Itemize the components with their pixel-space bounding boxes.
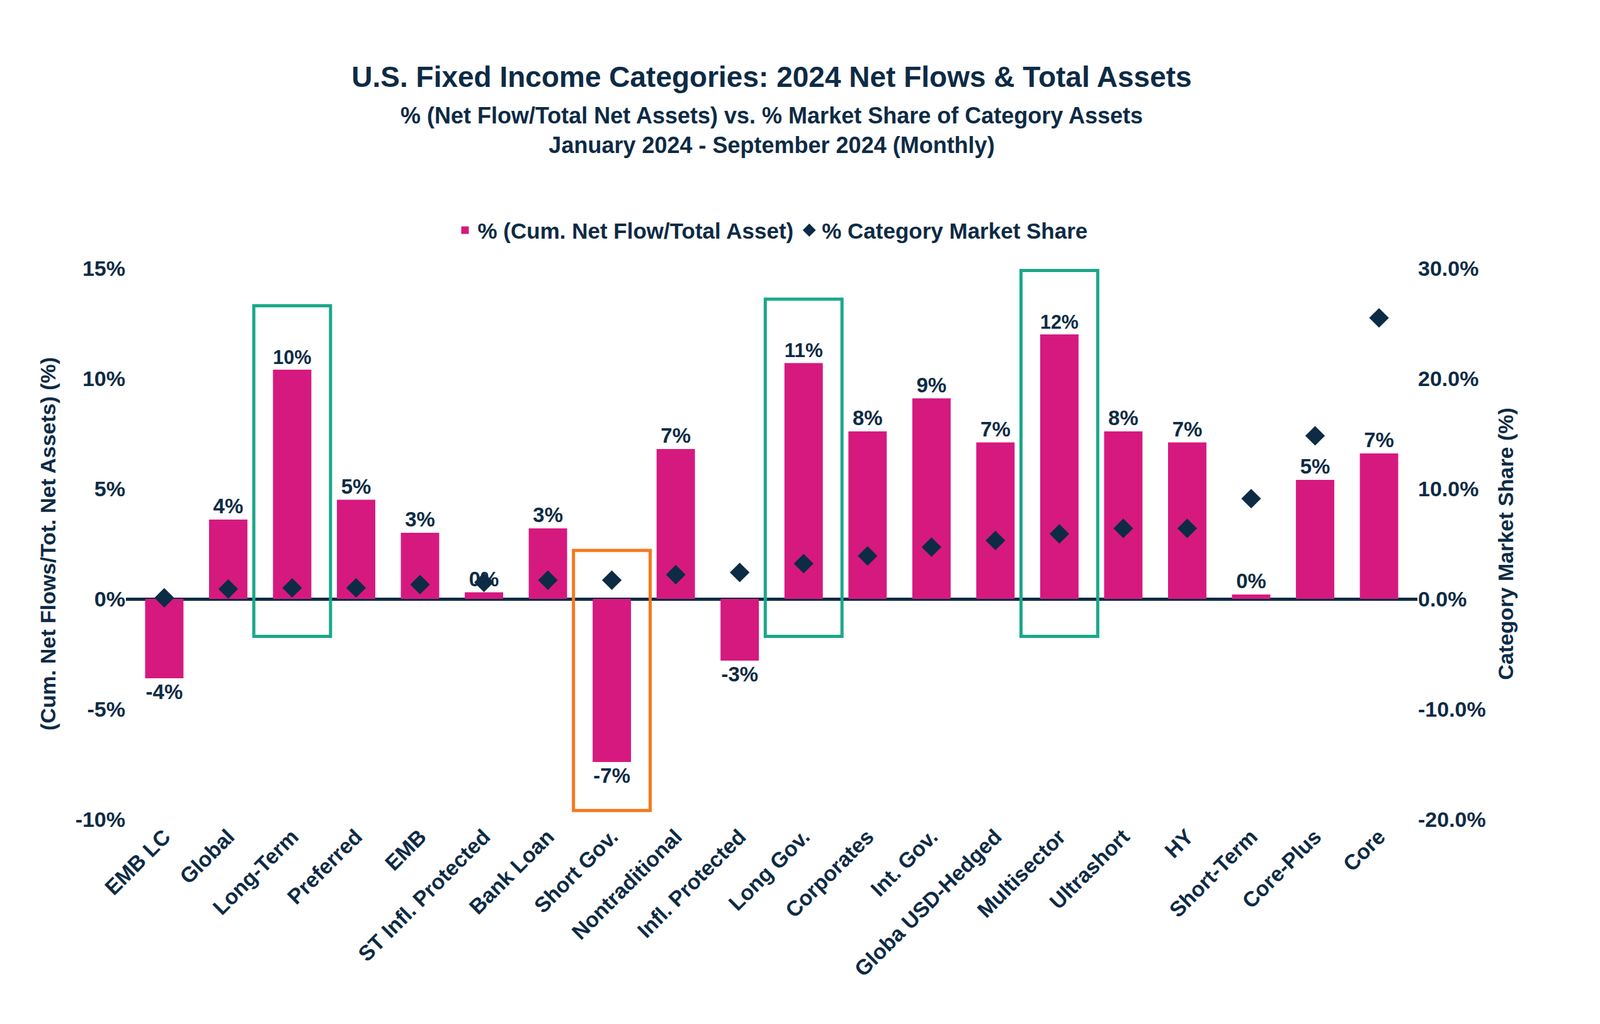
svg-text:5%: 5% [1300, 454, 1331, 478]
svg-text:% Category Market Share: % Category Market Share [821, 218, 1088, 244]
svg-text:7%: 7% [660, 423, 691, 448]
svg-text:Long-Term: Long-Term [207, 824, 303, 920]
svg-text:0%: 0% [469, 567, 500, 591]
svg-text:Long Gov.: Long Gov. [723, 824, 815, 915]
svg-text:Multisector: Multisector [972, 824, 1070, 922]
svg-text:11%: 11% [784, 339, 823, 362]
svg-text:-10%: -10% [75, 807, 126, 832]
svg-text:9%: 9% [916, 373, 947, 397]
svg-text:-3%: -3% [720, 662, 759, 686]
svg-text:0%: 0% [1236, 569, 1267, 593]
svg-text:5%: 5% [341, 474, 372, 499]
svg-text:HY: HY [1159, 824, 1198, 863]
svg-text:Infl. Protected: Infl. Protected [632, 824, 751, 942]
svg-text:ST Infl. Protected: ST Infl. Protected [353, 824, 495, 966]
svg-text:5%: 5% [94, 476, 126, 501]
svg-text:10%: 10% [273, 346, 312, 368]
svg-text:(Cum. Net Flows/Tot. Net Asset: (Cum. Net Flows/Tot. Net Assets) (%) [35, 357, 60, 731]
svg-text:-4%: -4% [146, 680, 184, 704]
svg-text:3%: 3% [404, 507, 436, 531]
svg-text:Short-Term: Short-Term [1164, 824, 1262, 922]
svg-text:3%: 3% [532, 503, 563, 527]
svg-text:10.0%: 10.0% [1418, 476, 1479, 501]
svg-text:30.0%: 30.0% [1418, 256, 1479, 281]
svg-text:7%: 7% [1172, 417, 1203, 441]
svg-text:4%: 4% [213, 494, 244, 518]
svg-text:-20.0%: -20.0% [1418, 807, 1487, 832]
svg-text:Category Market Share (%): Category Market Share (%) [1493, 407, 1518, 681]
svg-text:-10.0%: -10.0% [1418, 697, 1487, 721]
svg-text:7%: 7% [1363, 428, 1395, 452]
svg-text:Global: Global [175, 824, 240, 889]
svg-text:U.S. Fixed Income Categories:: U.S. Fixed Income Categories: 2024 Net F… [351, 60, 1192, 94]
svg-text:8%: 8% [852, 406, 883, 430]
svg-text:Corporates: Corporates [780, 824, 879, 922]
svg-text:8%: 8% [1108, 406, 1139, 430]
svg-text:Bank Loan: Bank Loan [464, 824, 559, 919]
svg-text:12%: 12% [1040, 311, 1079, 333]
svg-text:Nontraditional: Nontraditional [566, 824, 687, 944]
svg-text:15%: 15% [82, 256, 126, 281]
svg-text:Core: Core [1338, 824, 1390, 876]
svg-text:EMB LC: EMB LC [100, 824, 176, 900]
svg-text:-5%: -5% [87, 697, 126, 721]
svg-text:% (Net Flow/Total Net Assets): % (Net Flow/Total Net Assets) vs. % Mark… [400, 102, 1143, 159]
svg-text:0%: 0% [94, 586, 126, 611]
svg-text:Ultrashort: Ultrashort [1044, 824, 1135, 914]
svg-text:Int. Gov.: Int. Gov. [865, 824, 942, 901]
svg-text:20.0%: 20.0% [1418, 366, 1479, 391]
svg-text:7%: 7% [980, 417, 1011, 441]
svg-text:Preferred: Preferred [282, 824, 368, 909]
svg-text:Short Gov.: Short Gov. [529, 824, 623, 918]
svg-text:EMB: EMB [380, 824, 431, 875]
svg-text:10%: 10% [82, 366, 126, 391]
svg-text:0.0%: 0.0% [1418, 586, 1468, 611]
svg-text:Core-Plus: Core-Plus [1237, 824, 1326, 913]
svg-text:% (Cum. Net Flow/Total Asset): % (Cum. Net Flow/Total Asset) [477, 218, 795, 244]
svg-text:-7%: -7% [593, 763, 631, 788]
svg-text:Globa USD-Hedged: Globa USD-Hedged [849, 824, 1007, 982]
